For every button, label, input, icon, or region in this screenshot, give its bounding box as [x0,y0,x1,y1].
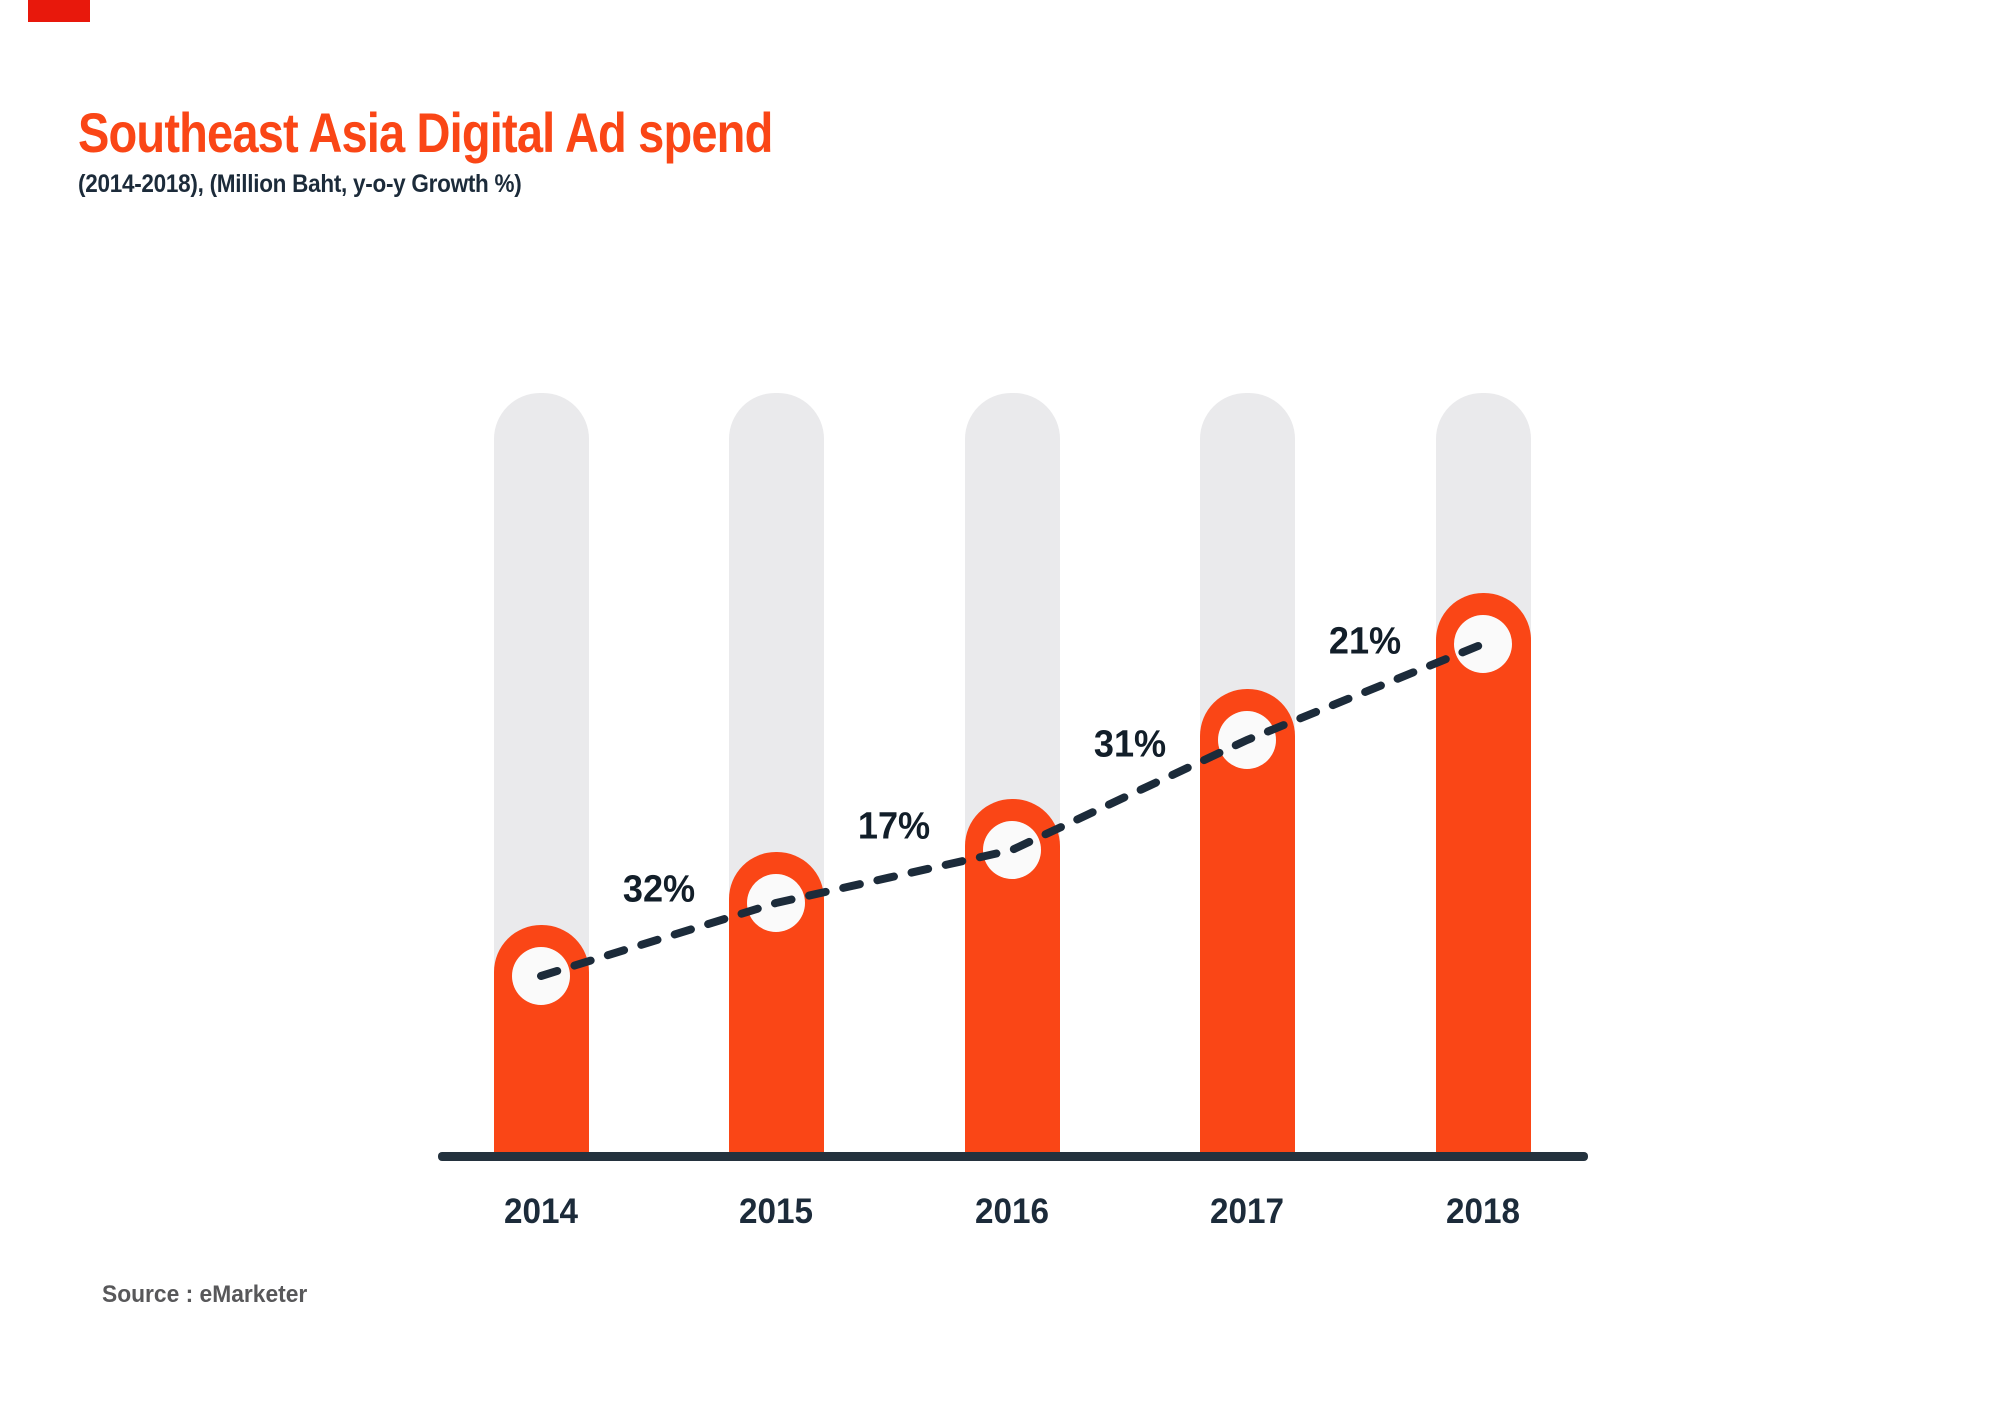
source-note: Source : eMarketer [102,1281,308,1308]
x-axis-label-2014: 2014 [504,1192,578,1231]
growth-label-2016: 17% [857,805,931,847]
x-axis-label-2015: 2015 [739,1192,813,1231]
growth-label-2017: 31% [1093,723,1166,766]
page-title: Southeast Asia Digital Ad spend [78,101,773,164]
data-point-marker-2018 [1454,615,1512,673]
growth-label-2018: 21% [1328,620,1402,663]
x-axis-label-2018: 2018 [1446,1192,1520,1231]
corner-mark [28,0,90,22]
data-point-marker-2015 [747,874,805,932]
growth-label-2015: 32% [622,868,695,910]
bar-2018 [1435,593,1531,1154]
page-subtitle: (2014-2018), (Million Baht, y-o-y Growth… [78,170,522,198]
x-axis-label-2016: 2016 [975,1192,1049,1231]
data-point-marker-2016 [983,821,1041,879]
x-axis-line [438,1152,1588,1161]
x-axis-label-2017: 2017 [1210,1192,1284,1231]
data-point-marker-2017 [1218,711,1276,769]
data-point-marker-2014 [512,947,570,1005]
